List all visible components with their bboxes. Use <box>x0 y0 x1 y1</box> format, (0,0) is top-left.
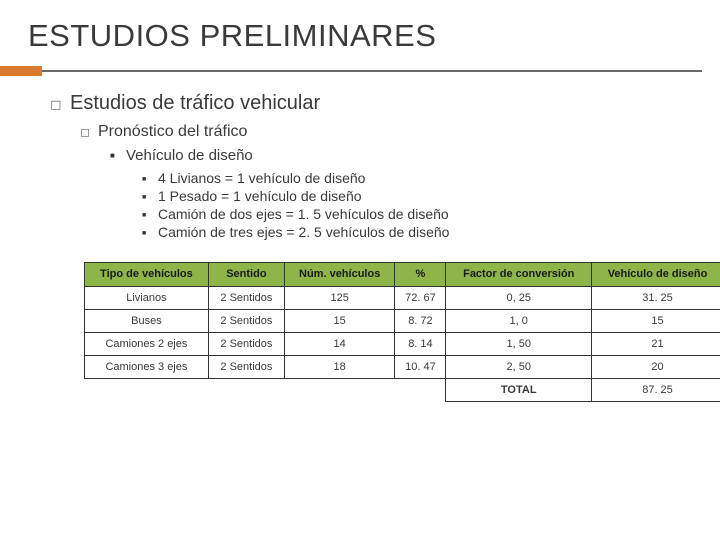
cell: 31. 25 <box>592 287 720 310</box>
col-tipo: Tipo de vehículos <box>85 263 209 287</box>
cell: 2 Sentidos <box>208 310 284 333</box>
total-value: 87. 25 <box>592 379 720 402</box>
cell: Livianos <box>85 287 209 310</box>
slide-content: ◻ Estudios de tráfico vehicular ◻ Pronós… <box>0 92 720 402</box>
col-vehiculo: Vehículo de diseño <box>592 263 720 287</box>
rule-accent <box>0 66 42 76</box>
lvl2-text: Pronóstico del tráfico <box>98 123 247 141</box>
cell: 15 <box>284 310 394 333</box>
empty-cell <box>284 379 394 402</box>
cell: 8. 14 <box>395 333 446 356</box>
table-header-row: Tipo de vehículos Sentido Núm. vehículos… <box>85 263 720 287</box>
total-label: TOTAL <box>446 379 592 402</box>
lvl4-text: Camión de dos ejes = 1. 5 vehículos de d… <box>158 206 449 222</box>
bullet-lvl2: ◻ Pronóstico del tráfico <box>80 123 680 141</box>
filled-square-icon <box>142 193 158 203</box>
cell: 18 <box>284 356 394 379</box>
rule-line <box>42 70 702 72</box>
bullet-lvl4: 4 Livianos = 1 vehículo de diseño <box>142 170 680 186</box>
cell: 2 Sentidos <box>208 356 284 379</box>
lvl4-text: Camión de tres ejes = 2. 5 vehículos de … <box>158 224 449 240</box>
square-bullet-icon: ◻ <box>50 96 70 113</box>
cell: 2, 50 <box>446 356 592 379</box>
cell: 1, 50 <box>446 333 592 356</box>
cell: 14 <box>284 333 394 356</box>
filled-square-icon <box>142 175 158 185</box>
bullet-lvl1: ◻ Estudios de tráfico vehicular <box>50 92 680 115</box>
bullet-lvl4: Camión de tres ejes = 2. 5 vehículos de … <box>142 224 680 240</box>
cell: Buses <box>85 310 209 333</box>
table-row: Camiones 3 ejes 2 Sentidos 18 10. 47 2, … <box>85 356 720 379</box>
col-pct: % <box>395 263 446 287</box>
lvl4-text: 4 Livianos = 1 vehículo de diseño <box>158 170 365 186</box>
bullet-lvl3: Vehículo de diseño <box>110 147 680 164</box>
lvl3-text: Vehículo de diseño <box>126 147 253 164</box>
bullet-lvl4: 1 Pesado = 1 vehículo de diseño <box>142 188 680 204</box>
empty-cell <box>208 379 284 402</box>
cell: 0, 25 <box>446 287 592 310</box>
cell: 72. 67 <box>395 287 446 310</box>
col-factor: Factor de conversión <box>446 263 592 287</box>
table-row: Camiones 2 ejes 2 Sentidos 14 8. 14 1, 5… <box>85 333 720 356</box>
filled-square-icon <box>142 211 158 221</box>
cell: 10. 47 <box>395 356 446 379</box>
table-row: Livianos 2 Sentidos 125 72. 67 0, 25 31.… <box>85 287 720 310</box>
cell: 125 <box>284 287 394 310</box>
empty-cell <box>395 379 446 402</box>
table-row: Buses 2 Sentidos 15 8. 72 1, 0 15 <box>85 310 720 333</box>
cell: 15 <box>592 310 720 333</box>
square-bullet-icon: ◻ <box>80 125 98 139</box>
col-sentido: Sentido <box>208 263 284 287</box>
lvl1-text: Estudios de tráfico vehicular <box>70 92 320 115</box>
page-title: ESTUDIOS PRELIMINARES <box>0 0 720 62</box>
col-num: Núm. vehículos <box>284 263 394 287</box>
bullet-lvl4: Camión de dos ejes = 1. 5 vehículos de d… <box>142 206 680 222</box>
empty-cell <box>85 379 209 402</box>
filled-square-icon <box>142 229 158 239</box>
vehiculos-table: Tipo de vehículos Sentido Núm. vehículos… <box>84 262 720 402</box>
cell: 1, 0 <box>446 310 592 333</box>
cell: 2 Sentidos <box>208 287 284 310</box>
cell: 2 Sentidos <box>208 333 284 356</box>
cell: 21 <box>592 333 720 356</box>
cell: 8. 72 <box>395 310 446 333</box>
table-total-row: TOTAL 87. 25 <box>85 379 720 402</box>
cell: Camiones 2 ejes <box>85 333 209 356</box>
filled-square-icon <box>110 152 126 163</box>
lvl4-text: 1 Pesado = 1 vehículo de diseño <box>158 188 362 204</box>
title-rule <box>0 66 720 74</box>
cell: Camiones 3 ejes <box>85 356 209 379</box>
cell: 20 <box>592 356 720 379</box>
